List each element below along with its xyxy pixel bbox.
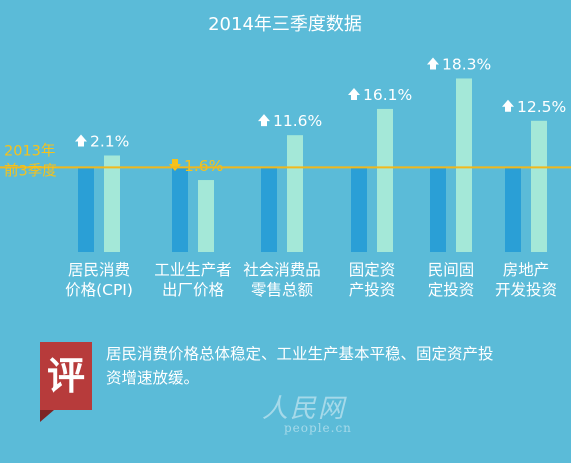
x-tick-label-1-1: 出厂价格: [162, 281, 225, 299]
bar-2013-4: [430, 167, 446, 252]
comment-badge-notch: [40, 410, 54, 422]
x-tick-label-4-0: 民间固: [428, 261, 475, 279]
bar-2013-0: [78, 167, 94, 252]
reference-label-0: 2013年: [4, 142, 55, 159]
x-tick-label-2-0: 社会消费品: [243, 261, 321, 279]
comment-text: 居民消费价格总体稳定、工业生产基本平稳、固定资产投资增速放缓。: [106, 345, 494, 387]
up-arrow-icon: [427, 57, 439, 70]
reference-label-1: 前3季度: [4, 162, 57, 179]
x-tick-label-0-1: 价格(CPI): [65, 281, 133, 299]
x-tick-label-2-1: 零售总额: [251, 281, 314, 299]
watermark: 人民网 people.cn: [262, 388, 352, 435]
change-label-2: 11.6%: [273, 112, 322, 130]
comment-badge: 评: [40, 342, 92, 422]
comment-box: 评 居民消费价格总体稳定、工业生产基本平稳、固定资产投资增速放缓。: [40, 336, 510, 422]
x-tick-label-5-1: 开发投资: [495, 281, 557, 299]
bar-2014-1: [198, 180, 214, 252]
x-tick-label-3-0: 固定资: [349, 261, 396, 279]
chart-title: 2014年三季度数据: [208, 14, 362, 35]
bar-2013-1: [172, 167, 188, 252]
change-label-0: 2.1%: [90, 132, 129, 150]
comment-badge-char: 评: [46, 353, 85, 398]
change-label-3: 16.1%: [363, 86, 412, 104]
bar-2013-3: [351, 167, 367, 252]
x-tick-label-1-0: 工业生产者: [154, 261, 232, 279]
change-label-4: 18.3%: [442, 55, 491, 73]
up-arrow-icon: [75, 134, 87, 147]
bar-2014-2: [287, 135, 303, 252]
down-arrow-icon: [169, 159, 181, 172]
watermark-cn: 人民网: [262, 394, 347, 424]
change-label-1: 1.6%: [184, 157, 223, 175]
up-arrow-icon: [502, 99, 514, 112]
x-tick-label-3-1: 产投资: [349, 281, 396, 299]
x-tick-label-5-0: 房地产: [503, 261, 550, 279]
bar-2014-3: [377, 108, 393, 252]
bar-2013-2: [261, 167, 277, 252]
bar-2013-5: [505, 167, 521, 252]
up-arrow-icon: [348, 87, 360, 100]
bar-2014-4: [456, 78, 472, 252]
watermark-en: people.cn: [284, 421, 352, 435]
change-label-5: 12.5%: [517, 98, 566, 116]
x-tick-label-4-1: 定投资: [428, 281, 475, 299]
bar-2014-5: [531, 120, 547, 252]
x-tick-label-0-0: 居民消费: [68, 261, 130, 279]
bar-2014-0: [104, 155, 120, 252]
up-arrow-icon: [258, 114, 270, 127]
